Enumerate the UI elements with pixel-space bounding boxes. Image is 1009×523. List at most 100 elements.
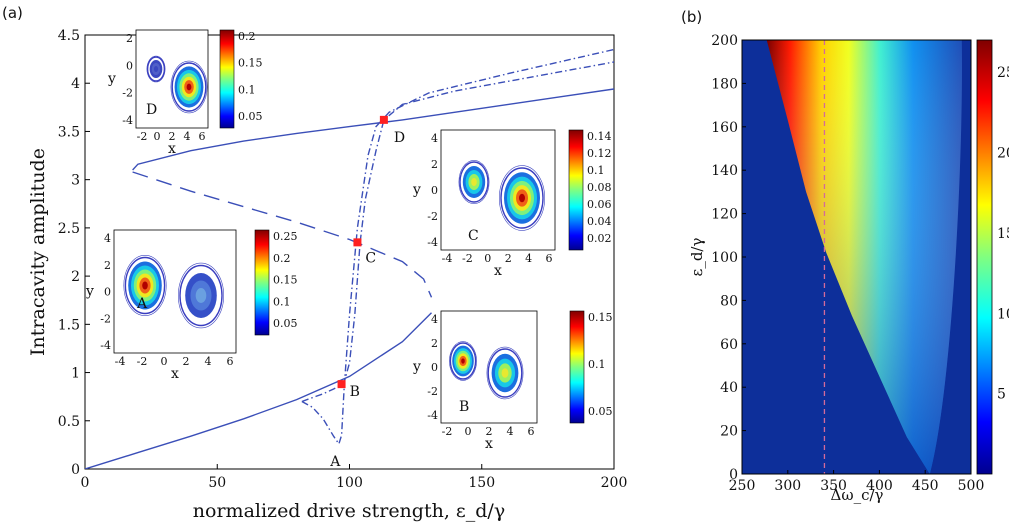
inset-x-tick-label: -2: [442, 425, 453, 438]
y-tick-label-a: 3: [71, 173, 80, 189]
series-line-dashdot-3: [301, 48, 614, 446]
inset-colorbar-tick-label: 0.12: [587, 147, 612, 160]
inset-y-tick-label: 4: [431, 132, 438, 145]
inset-x-label: x: [485, 436, 493, 452]
inset-colorbar-tick-label: 0.05: [238, 110, 263, 123]
colorbar-tick-label-b: 5: [997, 387, 1006, 403]
point-marker-d: [379, 115, 388, 124]
y-tick-label-b: 60: [720, 337, 738, 353]
x-tick-label-b: 450: [912, 478, 939, 494]
inset-x-tick-label: 0: [154, 130, 161, 143]
series-line-dashed-2: [132, 171, 433, 298]
y-tick-label-a: 2.5: [58, 221, 80, 237]
inset-colorbar-tick-label: 0.15: [588, 311, 613, 324]
y-tick-label-a: 1: [71, 366, 80, 382]
inset-x-tick-label: 6: [546, 252, 553, 265]
marked-points-a: A B C D: [329, 115, 405, 470]
inset-contour-outer: [170, 60, 208, 114]
inset-x-tick-label: 4: [205, 355, 212, 368]
inset-colorbar: [569, 310, 585, 424]
inset-y-tick-label: -4: [100, 339, 111, 352]
inset-colorbar-tick-label: 0.1: [587, 164, 605, 177]
inset-x-tick-label: 2: [486, 425, 493, 438]
inset-colorbar-tick-label: 0.25: [273, 230, 298, 243]
inset-y-label: y: [85, 284, 94, 300]
y-tick-label-b: 140: [711, 163, 738, 179]
inset-y-tick-label: -4: [427, 409, 438, 422]
inset-b: -2 0 2 4 6 4 2 0 -2 -4 x y B 0.15 0.1 0.05: [412, 310, 613, 452]
y-tick-label-b: 200: [711, 33, 738, 49]
inset-colorbar-tick-label: 0.14: [587, 130, 612, 143]
inset-y-tick-label: 4: [431, 313, 438, 326]
inset-y-tick-label: -2: [122, 87, 133, 100]
y-tick-label-a: 0.5: [58, 414, 80, 430]
colorbar-tick-label-b: 15: [997, 226, 1009, 242]
y-tick-label-a: 0: [71, 462, 80, 478]
y-tick-label-b: 160: [711, 120, 738, 136]
y-tick-label-b: 80: [720, 293, 738, 309]
y-tick-label-a: 4: [71, 76, 80, 92]
inset-y-tick-label: 0: [431, 361, 438, 374]
inset-colorbar: [254, 229, 270, 336]
x-tick-label-a: 150: [468, 475, 495, 491]
inset-y-tick-label: -2: [100, 312, 111, 325]
inset-x-tick-label: 0: [465, 425, 472, 438]
inset-contour: [519, 193, 525, 203]
inset-contour-outer: [486, 346, 524, 400]
inset-colorbar-tick-label: 0.2: [273, 252, 291, 265]
point-label-b: B: [350, 384, 360, 400]
inset-contour-outer: [123, 255, 167, 317]
inset-x-tick-label: 4: [525, 252, 532, 265]
inset-y-tick-label: 0: [431, 184, 438, 197]
inset-x-label: x: [168, 141, 176, 157]
point-label-d: D: [394, 130, 405, 146]
y-tick-label-b: 180: [711, 76, 738, 92]
y-tick-label-b: 100: [711, 250, 738, 266]
x-axis-ticks-a: 0 50 100 150 200: [81, 464, 627, 491]
colorbar-tick-label-b: 25: [997, 65, 1009, 81]
x-tick-label-a: 100: [336, 475, 363, 491]
y-tick-label-a: 3.5: [58, 124, 80, 140]
x-tick-label-b: 500: [958, 478, 985, 494]
series-line-solid-0: [85, 312, 432, 469]
inset-x-label: x: [171, 366, 179, 382]
inset-x-tick-label: 2: [183, 355, 190, 368]
inset-x-tick-label: 4: [507, 425, 514, 438]
inset-c: -4 -2 0 2 4 6420-2-4xyC0.140.120.10.080.060.0…: [412, 129, 612, 279]
inset-y-tick-label: 4: [104, 232, 111, 245]
inset-colorbar-tick-label: 0.15: [238, 57, 263, 70]
inset-y-tick-label: -2: [427, 385, 438, 398]
inset-y-tick-label: -2: [427, 210, 438, 223]
x-tick-label-a: 50: [208, 475, 226, 491]
colorbar-tick-label-b: 10: [997, 306, 1009, 322]
inset-x-tick-label: 2: [505, 252, 512, 265]
inset-contour-outer: [178, 262, 225, 329]
inset-panel-label: C: [468, 228, 479, 244]
point-marker-c: [353, 238, 362, 247]
inset-x-tick-label: 0: [161, 355, 168, 368]
inset-contour: [142, 281, 148, 290]
x-axis-label-b: Δω_c/γ: [831, 486, 884, 504]
inset-colorbar-tick-label: 0.06: [587, 198, 612, 211]
inset-colorbar-tick-label: 0.1: [238, 83, 256, 96]
inset-x-tick-label: -2: [137, 355, 148, 368]
inset-y-tick-label: 2: [104, 259, 111, 272]
y-tick-label-b: 120: [711, 207, 738, 223]
y-axis-label-a: Intracavity amplitude: [27, 148, 49, 356]
inset-colorbar-tick-label: 0.2: [238, 30, 256, 43]
panel-label-a: (a): [2, 4, 23, 22]
point-marker-b: [337, 380, 346, 389]
x-tick-label-b: 350: [820, 478, 847, 494]
inset-colorbar-tick-label: 0.1: [588, 358, 606, 371]
x-tick-label-a: 0: [81, 475, 90, 491]
colorbar-tick-label-b: 20: [997, 146, 1009, 162]
inset-contour: [153, 66, 159, 72]
inset-contour-outer: [449, 341, 477, 381]
inset-y-label: y: [412, 182, 421, 198]
inset-x-tick-label: 0: [484, 252, 491, 265]
x-axis-ticks-b: 250 300 350 400 450 500: [729, 470, 985, 494]
inset-x-tick-label: -2: [462, 252, 473, 265]
